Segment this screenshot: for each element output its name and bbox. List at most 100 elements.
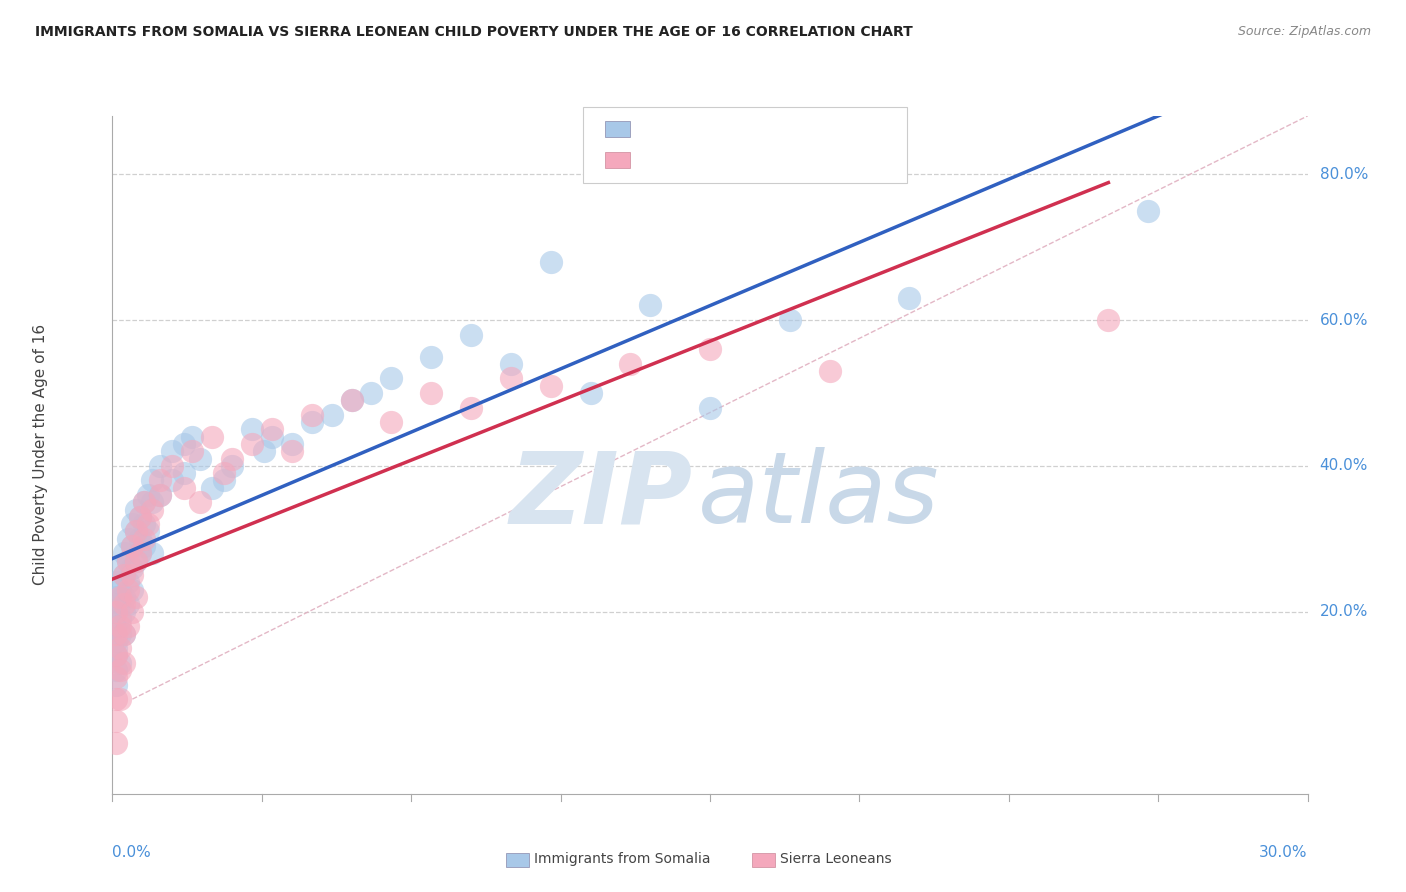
Point <box>260 430 283 444</box>
Text: 40.0%: 40.0% <box>1319 458 1368 474</box>
Point <box>134 539 156 553</box>
Point <box>129 509 152 524</box>
Point <box>340 393 363 408</box>
Point <box>110 656 132 670</box>
Point <box>110 641 132 656</box>
Point <box>121 568 143 582</box>
Point <box>499 371 522 385</box>
Point <box>173 481 195 495</box>
Point <box>540 378 562 392</box>
Point <box>105 626 128 640</box>
Point <box>779 313 801 327</box>
Point <box>110 561 132 575</box>
Point <box>110 692 132 706</box>
Point <box>212 474 235 488</box>
Point <box>260 422 283 436</box>
Text: 0.446: 0.446 <box>675 151 725 165</box>
Point <box>114 626 135 640</box>
Point <box>114 568 135 582</box>
Point <box>105 619 128 633</box>
Point <box>125 524 148 539</box>
Text: 60.0%: 60.0% <box>1319 312 1368 327</box>
Point <box>141 474 163 488</box>
Point <box>162 444 183 458</box>
Point <box>149 488 172 502</box>
Point <box>110 626 132 640</box>
Text: R =: R = <box>638 151 673 165</box>
Point <box>281 437 304 451</box>
Point <box>117 553 139 567</box>
Point <box>125 553 148 567</box>
Point <box>301 408 323 422</box>
Point <box>105 605 128 619</box>
Point <box>105 633 128 648</box>
Point <box>1137 203 1160 218</box>
Point <box>149 488 172 502</box>
Point <box>162 458 183 473</box>
Point <box>114 626 135 640</box>
Point <box>360 386 382 401</box>
Point <box>1097 313 1119 327</box>
Point <box>105 736 128 750</box>
Point <box>117 598 139 612</box>
Text: 80.0%: 80.0% <box>1319 167 1368 182</box>
Point <box>240 422 263 436</box>
Point <box>340 393 363 408</box>
Point <box>114 605 135 619</box>
Text: R =: R = <box>638 120 673 135</box>
Text: 73: 73 <box>770 120 793 135</box>
Point <box>619 357 641 371</box>
Point <box>141 546 163 560</box>
Text: N =: N = <box>723 151 769 165</box>
Point <box>114 590 135 604</box>
Point <box>117 532 139 546</box>
Point <box>125 502 148 516</box>
Point <box>181 444 204 458</box>
Text: 30.0%: 30.0% <box>1260 845 1308 860</box>
Text: Immigrants from Somalia: Immigrants from Somalia <box>534 852 711 866</box>
Point <box>121 539 143 553</box>
Point <box>221 451 243 466</box>
Point <box>221 458 243 473</box>
Point <box>110 619 132 633</box>
Point <box>117 619 139 633</box>
Text: ZIP: ZIP <box>509 447 692 544</box>
Text: 55: 55 <box>770 151 793 165</box>
Point <box>110 612 132 626</box>
Point <box>212 466 235 480</box>
Point <box>181 430 204 444</box>
Point <box>121 517 143 532</box>
Point <box>125 524 148 539</box>
Point <box>149 474 172 488</box>
Point <box>138 517 160 532</box>
Point <box>105 590 128 604</box>
Point <box>460 401 482 415</box>
Point <box>105 670 128 684</box>
Point <box>253 444 276 458</box>
Point <box>301 415 323 429</box>
Text: 20.0%: 20.0% <box>1319 604 1368 619</box>
Point <box>499 357 522 371</box>
Point <box>162 474 183 488</box>
Point <box>105 692 128 706</box>
Point <box>134 495 156 509</box>
Point <box>117 582 139 597</box>
Point <box>898 291 921 305</box>
Point <box>110 663 132 677</box>
Point <box>818 364 841 378</box>
Point <box>114 568 135 582</box>
Point <box>540 254 562 268</box>
Point <box>141 502 163 516</box>
Point <box>110 590 132 604</box>
Point <box>380 415 402 429</box>
Point <box>420 350 443 364</box>
Point <box>201 430 224 444</box>
Point <box>114 656 135 670</box>
Point <box>129 509 152 524</box>
Text: 0.0%: 0.0% <box>112 845 152 860</box>
Text: Source: ZipAtlas.com: Source: ZipAtlas.com <box>1237 25 1371 38</box>
Point <box>173 437 195 451</box>
Point <box>240 437 263 451</box>
Point <box>121 539 143 553</box>
Point <box>105 641 128 656</box>
